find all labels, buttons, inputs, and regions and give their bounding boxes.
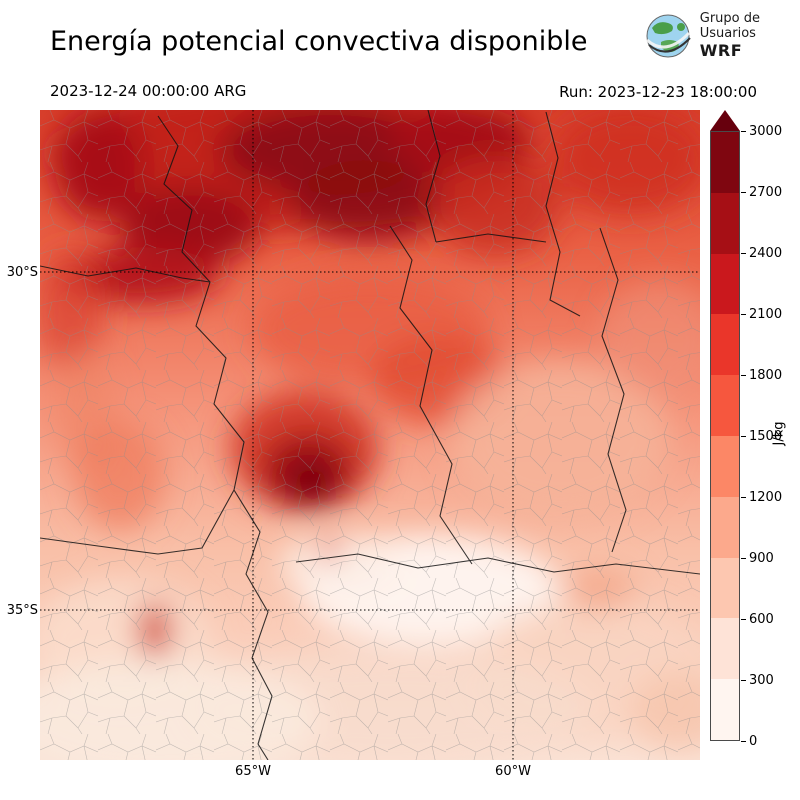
colorbar-band bbox=[711, 192, 739, 254]
cape-field-plot bbox=[0, 80, 730, 780]
logo-line-2: Usuarios bbox=[699, 25, 756, 41]
tick-mark-icon bbox=[741, 313, 746, 315]
colorbar-band bbox=[711, 618, 739, 680]
cape-map bbox=[0, 80, 730, 780]
tick-mark-icon bbox=[741, 191, 746, 193]
lon-tick-65w: 65°W bbox=[235, 764, 271, 779]
colorbar-tick: 2100 bbox=[741, 306, 782, 322]
colorbar-band bbox=[711, 496, 739, 558]
page-title: Energía potencial convectiva disponible bbox=[50, 26, 588, 57]
colorbar-tick: 1500 bbox=[741, 428, 782, 444]
tick-mark-icon bbox=[741, 740, 746, 742]
colorbar-band bbox=[711, 132, 739, 193]
colorbar-tick: 1200 bbox=[741, 489, 782, 505]
wrf-logo: Grupo de Usuarios WRF bbox=[644, 11, 760, 60]
run-time-label: Run: 2023-12-23 18:00:00 bbox=[559, 83, 757, 101]
tick-mark-icon bbox=[741, 130, 746, 132]
colorbar-tick: 300 bbox=[741, 672, 774, 688]
colorbar-unit-label: J/kg bbox=[771, 421, 787, 446]
colorbar bbox=[710, 131, 740, 741]
tick-mark-icon bbox=[741, 618, 746, 620]
colorbar-band bbox=[711, 557, 739, 619]
colorbar-tick: 600 bbox=[741, 611, 774, 627]
colorbar-tick: 1800 bbox=[741, 367, 782, 383]
tick-mark-icon bbox=[741, 252, 746, 254]
colorbar-tick: 2700 bbox=[741, 184, 782, 200]
tick-mark-icon bbox=[741, 557, 746, 559]
logo-line-1: Grupo de bbox=[699, 11, 760, 26]
colorbar-tick: 0 bbox=[741, 733, 757, 749]
tick-mark-icon bbox=[741, 435, 746, 437]
logo-line-3: WRF bbox=[699, 40, 743, 60]
colorbar-band bbox=[711, 375, 739, 436]
tick-mark-icon bbox=[741, 496, 746, 498]
colorbar-tick: 3000 bbox=[741, 123, 782, 139]
colorbar-band bbox=[711, 314, 739, 376]
colorbar-band bbox=[711, 435, 739, 497]
lat-tick-30s: 30°S bbox=[6, 265, 38, 280]
lon-tick-60w: 60°W bbox=[495, 764, 531, 779]
colorbar-tick: 2400 bbox=[741, 245, 782, 261]
lat-tick-35s: 35°S bbox=[6, 603, 38, 618]
colorbar-under-arrow bbox=[710, 741, 740, 763]
valid-time-label: 2023-12-24 00:00:00 ARG bbox=[50, 82, 247, 100]
tick-mark-icon bbox=[741, 374, 746, 376]
colorbar-tick: 900 bbox=[741, 550, 774, 566]
globe-icon bbox=[645, 14, 691, 58]
logo-text: Grupo de Usuarios WRF bbox=[699, 11, 760, 60]
tick-mark-icon bbox=[741, 679, 746, 681]
colorbar-band bbox=[711, 253, 739, 315]
colorbar-band bbox=[711, 679, 739, 740]
colorbar-over-arrow bbox=[710, 110, 740, 131]
